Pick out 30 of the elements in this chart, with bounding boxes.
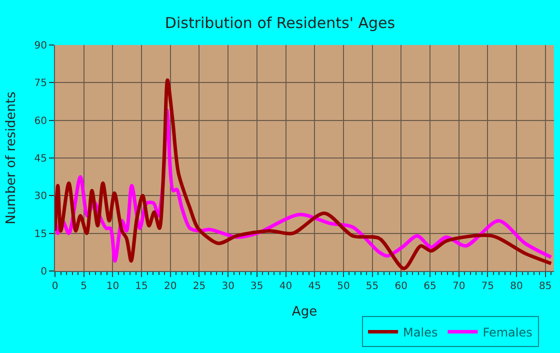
legend-label: Females	[482, 325, 532, 340]
x-tick-label: 45	[308, 281, 321, 292]
y-tick-label: 60	[34, 116, 47, 127]
y-tick-label: 0	[40, 266, 47, 278]
x-tick-label: 85	[538, 281, 552, 292]
x-tick-label: 15	[135, 281, 148, 292]
y-tick-label: 15	[34, 228, 47, 240]
x-tick-label: 10	[106, 281, 120, 292]
x-tick-label: 0	[52, 281, 58, 292]
x-tick-label: 80	[510, 281, 523, 292]
x-tick-label: 65	[424, 281, 436, 292]
x-tick-label: 40	[279, 281, 292, 292]
x-tick-label: 5	[80, 281, 88, 292]
y-tick-label: 75	[34, 78, 47, 90]
x-tick-label: 30	[222, 281, 234, 292]
x-axis-title: Age	[292, 304, 318, 320]
x-tick-label: 55	[366, 281, 379, 292]
x-tick-label: 50	[337, 281, 350, 292]
x-tick-label: 20	[164, 281, 177, 292]
x-tick-label: 70	[452, 281, 466, 292]
y-axis-title: Number of residents	[4, 91, 20, 224]
x-tick-label: 35	[250, 281, 264, 292]
x-tick-label: 75	[481, 281, 494, 292]
y-tick-label: 30	[34, 191, 47, 202]
chart-title: Distribution of Residents' Ages	[164, 14, 396, 32]
x-tick-label: 60	[394, 281, 408, 292]
y-tick-label: 45	[34, 154, 47, 164]
y-tick-label: 90	[34, 40, 47, 52]
legend-label: Males	[403, 325, 438, 340]
x-tick-label: 25	[192, 281, 206, 292]
